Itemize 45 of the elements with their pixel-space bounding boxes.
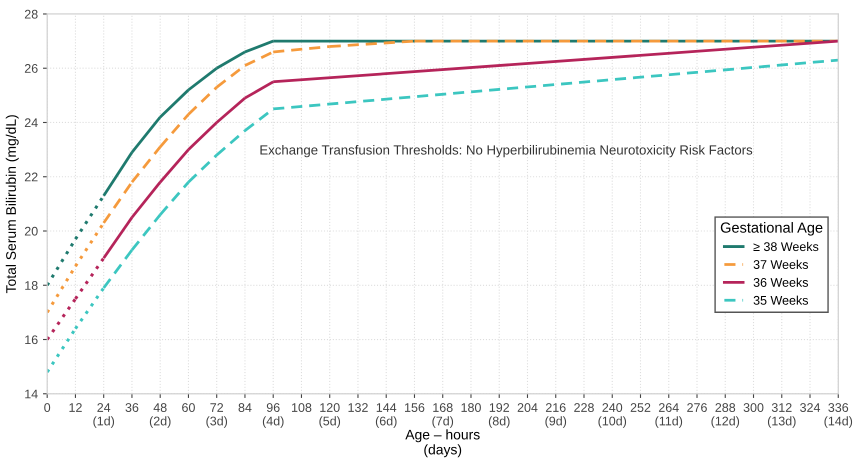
y-tick-label: 22 — [24, 172, 38, 182]
x-tick-label: 84 — [238, 403, 252, 412]
x-tick-label: 216 (9d) — [545, 403, 566, 428]
x-tick-label: 12 — [69, 403, 82, 412]
x-axis-title: Age – hours (days) — [405, 429, 480, 458]
x-tick-label: 228 — [574, 403, 594, 412]
legend-title: Gestational Age — [720, 222, 822, 236]
y-axis-title: Total Serum Bilirubin (mg/dL) — [6, 115, 19, 294]
x-tick-label: 24 (1d) — [93, 403, 114, 428]
y-tick-label: 26 — [24, 64, 38, 73]
legend-label: ≥ 38 Weeks — [754, 242, 818, 252]
x-tick-label: 144 (6d) — [376, 403, 397, 428]
x-tick-label: 48 (2d) — [150, 403, 171, 428]
x-tick-label: 252 — [630, 403, 650, 412]
x-tick-label: 240 (10d) — [598, 403, 626, 428]
x-tick-label: 264 (11d) — [655, 403, 682, 428]
x-tick-label: 0 — [44, 403, 50, 412]
x-tick-label: 336 (14d) — [824, 403, 852, 428]
x-tick-label: 300 — [744, 403, 764, 412]
x-tick-label: 168 (7d) — [432, 403, 454, 428]
x-tick-label: 180 — [462, 403, 481, 412]
legend-label: 35 Weeks — [754, 296, 808, 305]
y-tick-label: 24 — [24, 118, 38, 128]
legend-label: 37 Weeks — [754, 260, 808, 269]
x-tick-label: 192 (8d) — [488, 403, 510, 428]
y-tick-label: 14 — [25, 390, 38, 398]
y-tick-label: 28 — [24, 10, 38, 19]
y-tick-label: 16 — [25, 335, 38, 344]
x-tick-label: 132 — [348, 403, 368, 412]
legend-label: 36 Weeks — [754, 278, 808, 287]
x-tick-label: 96 (4d) — [262, 403, 284, 428]
annotation: Exchange Transfusion Thresholds: No Hyperbilirubinemia Neurotoxicity Risk Factors — [260, 144, 752, 158]
x-tick-label: 156 — [405, 403, 424, 412]
x-tick-label: 324 — [800, 403, 820, 412]
x-tick-label: 120 (5d) — [319, 403, 340, 428]
x-tick-label: 276 — [687, 403, 707, 412]
x-tick-label: 108 — [292, 403, 312, 412]
x-tick-label: 60 — [182, 403, 195, 412]
x-tick-label: 72 (3d) — [206, 403, 228, 428]
x-tick-label: 288 (12d) — [711, 403, 740, 428]
x-tick-label: 312 (13d) — [768, 403, 796, 428]
x-tick-label: 204 — [518, 403, 538, 412]
y-tick-label: 18 — [25, 281, 38, 290]
y-tick-label: 20 — [24, 226, 38, 236]
x-tick-label: 36 — [125, 403, 138, 412]
